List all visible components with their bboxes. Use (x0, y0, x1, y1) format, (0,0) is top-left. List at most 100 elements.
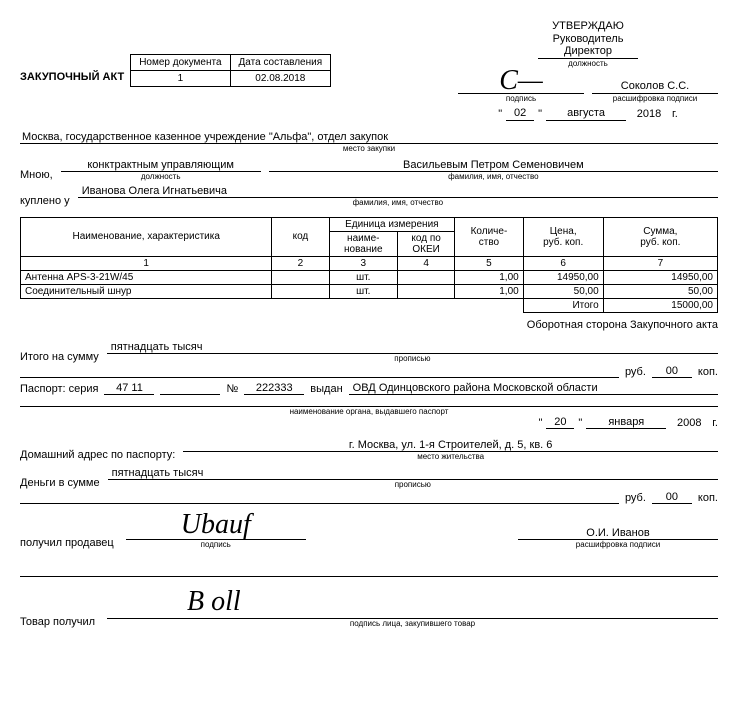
cell-okei (398, 270, 455, 284)
amount-inwords: пятнадцать тысяч (107, 341, 718, 354)
approval-signature-sub: подпись (458, 94, 584, 103)
vydan-label: выдан (310, 383, 342, 395)
col-num: Номер документа (131, 55, 230, 71)
approval-decipher: Соколов С.С. (592, 80, 718, 94)
doc-title: ЗАКУПОЧНЫЙ АКТ (20, 71, 124, 87)
approval-year: 2018 (630, 108, 668, 121)
address: г. Москва, ул. 1-я Строителей, д. 5, кв.… (183, 439, 718, 452)
seller-signature: Ubauf (126, 514, 306, 540)
passport-issuer: ОВД Одинцовского района Московской облас… (349, 382, 718, 395)
passport-num: 222333 (244, 382, 304, 395)
doc-date: 02.08.2018 (230, 71, 331, 87)
approval-ruk: Руководитель (458, 33, 718, 46)
amount-line2 (20, 377, 619, 378)
kop-val: 00 (652, 365, 692, 378)
n3: 3 (329, 256, 398, 270)
doc-header-table: Номер документа Дата составления 1 02.08… (130, 54, 331, 87)
approval-signature: C— (458, 70, 584, 94)
buyer-position-sub: должность (61, 172, 261, 181)
seller-signature-sub: подпись (126, 540, 306, 549)
pq1: " (538, 417, 542, 429)
itogo-sum: 15000,00 (603, 298, 717, 312)
approval-g: г. (672, 108, 678, 121)
doc-num: 1 (131, 71, 230, 87)
amount-inwords-sub: прописью (107, 354, 718, 363)
th-qty: Количе- ство (455, 217, 524, 256)
cell-sum: 50,00 (603, 284, 717, 298)
cell-qty: 1,00 (455, 284, 524, 298)
q2: " (538, 108, 542, 121)
table-row: Антенна APS-3-21W/45шт.1,0014950,0014950… (21, 270, 718, 284)
th-unit-name: наиме- нование (329, 231, 398, 256)
cell-price: 14950,00 (523, 270, 603, 284)
cell-okei (398, 284, 455, 298)
seller-fio-sub: фамилия, имя, отчество (78, 198, 718, 207)
address-sub: место жительства (183, 452, 718, 461)
passport-series: 47 11 (104, 382, 154, 395)
kupleno-label: куплено у (20, 195, 70, 207)
passport-year: 2008 (670, 417, 708, 429)
approval-position-sub: должность (458, 59, 718, 68)
received-label: Товар получил (20, 616, 95, 628)
buyer-signature-sub: подпись лица, закупившего товар (107, 619, 718, 628)
q1: " (498, 108, 502, 121)
address-label: Домашний адрес по паспорту: (20, 449, 175, 461)
th-price: Цена, руб. коп. (523, 217, 603, 256)
passport-month: января (586, 416, 666, 429)
approval-decipher-sub: расшифровка подписи (592, 94, 718, 103)
passport-label: Паспорт: серия (20, 383, 98, 395)
money-label: Деньги в сумме (20, 477, 100, 489)
place: Москва, государственное казенное учрежде… (20, 131, 718, 144)
cell-code (272, 284, 329, 298)
approval-position: Директор (538, 45, 638, 59)
cell-price: 50,00 (523, 284, 603, 298)
th-unit: Единица измерения (329, 217, 455, 231)
kop-label: коп. (698, 366, 718, 378)
approval-utv: УТВЕРЖДАЮ (458, 20, 718, 33)
money-inwords: пятнадцать тысяч (108, 467, 718, 480)
money-inwords-sub: прописью (108, 480, 718, 489)
cell-unit: шт. (329, 270, 398, 284)
col-date: Дата составления (230, 55, 331, 71)
pq2: " (578, 417, 582, 429)
approval-block: УТВЕРЖДАЮ Руководитель Директор должност… (458, 20, 718, 121)
issuer-line2 (20, 395, 718, 407)
th-sum: Сумма, руб. коп. (603, 217, 717, 256)
seller-fio: Иванова Олега Игнатьевича (78, 185, 718, 198)
n2: 2 (272, 256, 329, 270)
n1: 1 (21, 256, 272, 270)
seller-got-label: получил продавец (20, 537, 114, 549)
kop-label2: коп. (698, 492, 718, 504)
seller-decipher-sub: расшифровка подписи (518, 540, 718, 549)
money-line2 (20, 503, 619, 504)
n5: 5 (455, 256, 524, 270)
place-sub: место закупки (20, 144, 718, 153)
buyer-fio-sub: фамилия, имя, отчество (269, 172, 718, 181)
mnoyu-label: Мною, (20, 169, 53, 181)
itogo-label: Итого (523, 298, 603, 312)
n6: 6 (523, 256, 603, 270)
items-table: Наименование, характеристика код Единица… (20, 217, 718, 313)
back-note: Оборотная сторона Закупочного акта (20, 319, 718, 331)
table-row: Соединительный шнуршт.1,0050,0050,00 (21, 284, 718, 298)
itogo-summa-label: Итого на сумму (20, 351, 99, 363)
rub-label: руб. (625, 366, 646, 378)
issuer-sub: наименование органа, выдавшего паспорт (20, 407, 718, 416)
num-label: № (226, 383, 238, 395)
divider (20, 563, 718, 577)
th-unit-okei: код по ОКЕИ (398, 231, 455, 256)
n7: 7 (603, 256, 717, 270)
buyer-signature: B oll (107, 591, 718, 619)
cell-name: Соединительный шнур (21, 284, 272, 298)
n4: 4 (398, 256, 455, 270)
th-code: код (272, 217, 329, 256)
seller-name: О.И. Иванов (518, 527, 718, 540)
cell-name: Антенна APS-3-21W/45 (21, 270, 272, 284)
buyer-fio: Васильевым Петром Семеновичем (269, 159, 718, 172)
rub-label2: руб. (625, 492, 646, 504)
kop-val2: 00 (652, 491, 692, 504)
approval-day: 02 (506, 107, 534, 121)
buyer-position: конктрактным управляющим (61, 159, 261, 172)
cell-sum: 14950,00 (603, 270, 717, 284)
approval-month: августа (546, 107, 626, 121)
